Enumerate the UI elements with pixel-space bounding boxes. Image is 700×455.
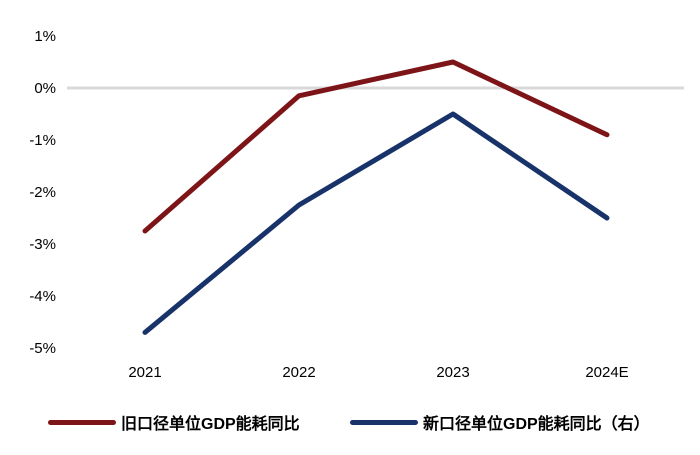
- series-line-1: [142, 111, 610, 335]
- series-line-0: [142, 59, 610, 234]
- y-tick-label: 0%: [34, 80, 56, 97]
- y-tick-label: -5%: [29, 340, 56, 357]
- y-tick-label: -3%: [29, 236, 56, 253]
- legend-item-new-metric: 新口径单位GDP能耗同比（右）: [350, 411, 650, 433]
- legend-line-swatch-old: [48, 419, 116, 425]
- legend: 旧口径单位GDP能耗同比 新口径单位GDP能耗同比（右）: [0, 411, 700, 433]
- x-axis-label: 2021: [128, 364, 161, 381]
- x-axis-label: 2023: [436, 364, 469, 381]
- legend-item-old-metric: 旧口径单位GDP能耗同比: [48, 411, 300, 433]
- x-axis-label: 2022: [282, 364, 315, 381]
- y-tick-label: 1%: [34, 28, 56, 45]
- y-tick-label: -1%: [29, 132, 56, 149]
- legend-line-swatch-new: [350, 419, 418, 425]
- legend-label-new: 新口径单位GDP能耗同比（右）: [423, 416, 650, 433]
- legend-label-old: 旧口径单位GDP能耗同比: [121, 416, 300, 433]
- y-tick-label: -2%: [29, 184, 56, 201]
- y-tick-label: -4%: [29, 288, 56, 305]
- x-axis-label: 2024E: [585, 364, 628, 381]
